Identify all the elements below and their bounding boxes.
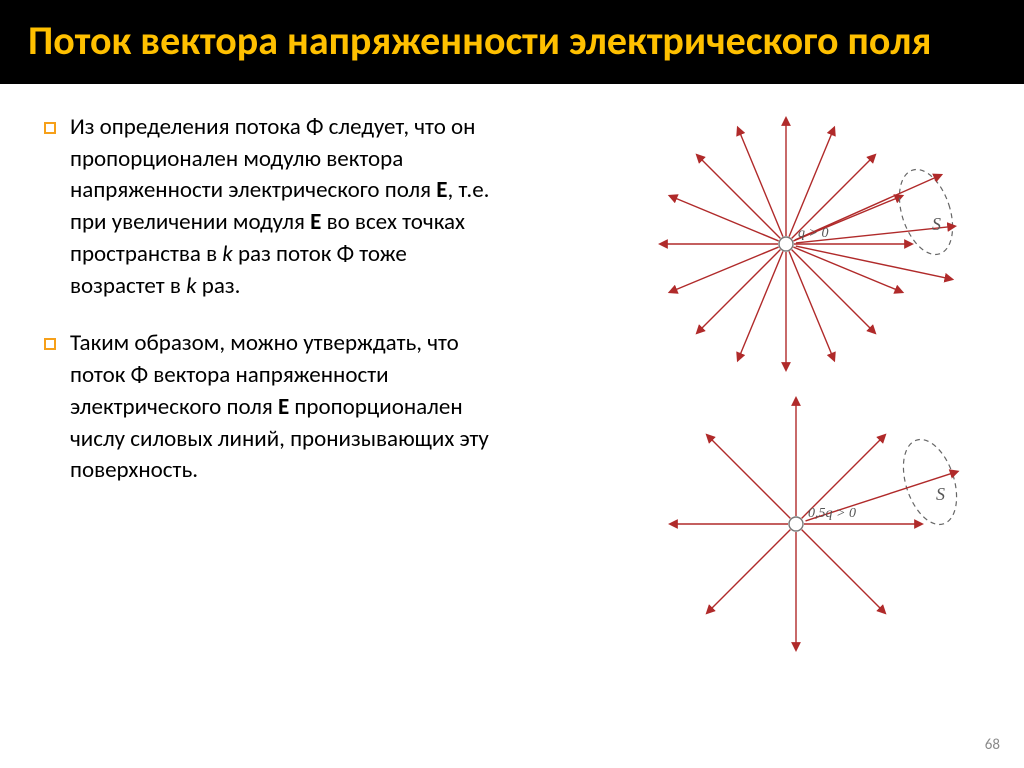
bullet-marker-icon — [44, 338, 56, 350]
field-diagrams: q > 0 S 0,5q > 0 S — [566, 104, 1006, 664]
slide-title: Поток вектора напряженности электрическо… — [0, 0, 1024, 84]
text-column: Из определения потока Φ следует, что он … — [44, 112, 504, 487]
bullet-marker-icon — [44, 122, 56, 134]
svg-text:S: S — [932, 214, 941, 234]
bullet-text: Таким образом, можно утверждать, что пот… — [70, 328, 504, 487]
bullet-text: Из определения потока Φ следует, что он … — [70, 112, 504, 302]
title-text: Поток вектора напряженности электрическо… — [28, 16, 931, 65]
slide-body: Из определения потока Φ следует, что он … — [0, 84, 1024, 720]
slide: Поток вектора напряженности электрическо… — [0, 0, 1024, 768]
bullet-item: Из определения потока Φ следует, что он … — [44, 112, 504, 302]
page-number: 68 — [985, 736, 1000, 754]
svg-text:q > 0: q > 0 — [798, 226, 828, 241]
field-lines-svg: q > 0 S 0,5q > 0 S — [566, 104, 1006, 664]
svg-text:S: S — [936, 484, 945, 504]
svg-text:0,5q > 0: 0,5q > 0 — [808, 506, 856, 521]
bullet-item: Таким образом, можно утверждать, что пот… — [44, 328, 504, 487]
